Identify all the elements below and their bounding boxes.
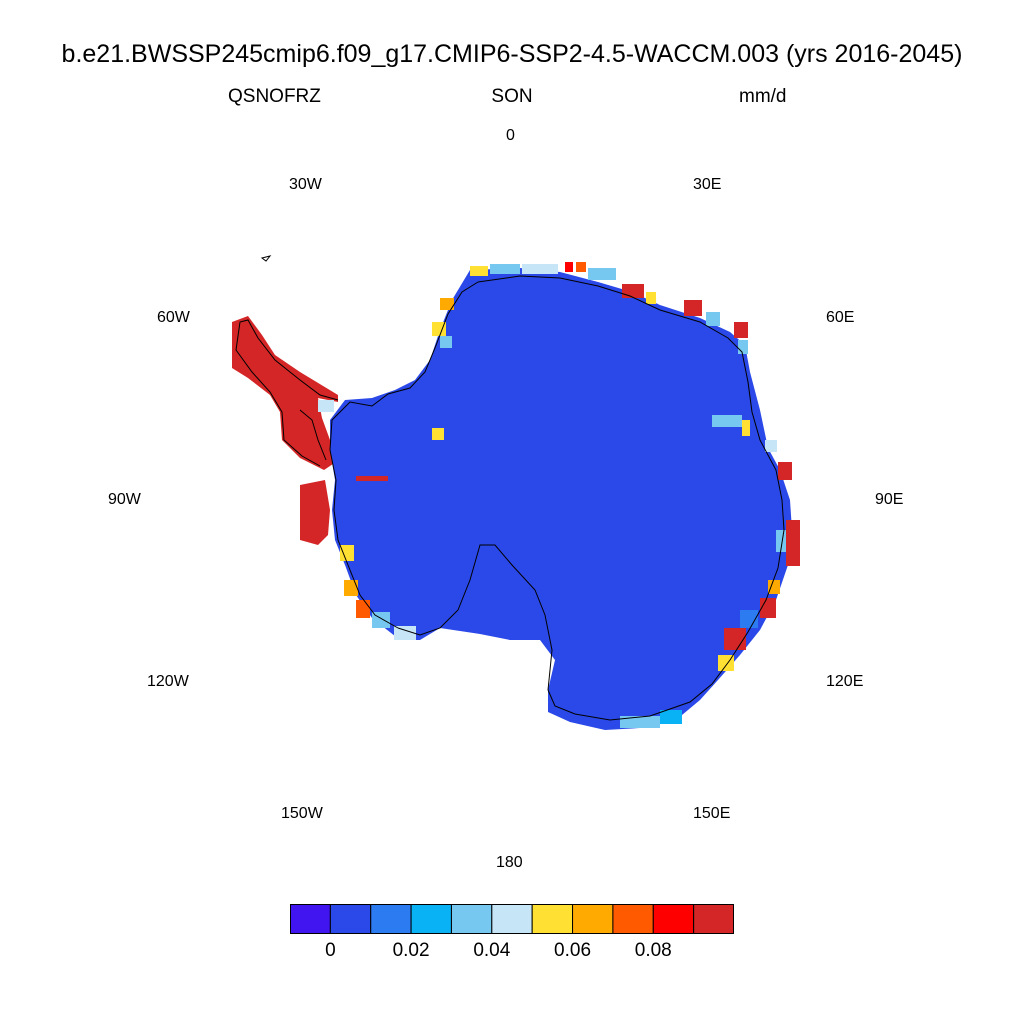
margin-cell [565,262,573,272]
antarctic-ice-sheet [330,268,792,730]
west-coastline [329,281,479,629]
lon-label-60e: 60E [826,309,855,326]
colorbar-tick-label: 0 [325,940,336,961]
colorbar-swatch [410,904,452,934]
margin-cell [742,420,750,436]
margin-cell [622,284,644,298]
margin-cell [318,400,334,412]
lon-label-60w: 60W [157,309,190,326]
margin-cell [712,415,742,427]
lon-label-90w: 90W [108,491,141,508]
margin-cell [768,580,780,594]
margin-cell [394,626,416,640]
variable-label: QSNOFRZ [228,86,321,107]
lon-label-120e: 120E [826,673,864,690]
small-island [260,255,272,262]
margin-cell [356,476,388,481]
margin-cell [734,322,748,338]
peninsula-coastline [235,319,339,467]
peninsula-shape [232,316,338,470]
margin-cell [765,440,777,452]
colorbar-swatch [491,904,533,934]
colorbar-tick-label: 0.04 [473,940,511,961]
margin-cell [432,322,446,336]
colorbar [290,904,734,934]
margin-cell [522,264,558,274]
west-coast-red-patch [300,480,330,545]
margin-cell [740,610,758,628]
lon-label-30w: 30W [289,176,322,193]
margin-cell [706,312,720,326]
lon-label-30e: 30E [693,176,722,193]
main-coastline [477,275,785,721]
margin-cell [684,300,702,316]
margin-cell [440,336,452,348]
colorbar-swatch [531,904,574,934]
margin-cell [490,264,520,274]
colorbar-swatch [572,904,614,934]
margin-cell [588,268,616,280]
margin-cell [760,598,776,618]
margin-cell [778,462,792,480]
colorbar-swatch [329,904,372,934]
margin-cell [718,655,734,671]
season-label: SON [491,86,533,107]
margin-cell [356,600,370,618]
ross-ice-shelf-edge [397,544,553,691]
margin-cell [440,298,454,310]
peninsula-inner-coast [299,409,327,461]
margin-cell [786,520,800,566]
lon-label-150w: 150W [281,805,323,822]
margin-cell [646,292,656,304]
margin-cell [724,628,746,650]
lon-label-0: 0 [506,127,515,144]
colorbar-swatch [652,904,695,934]
margin-cell [432,428,444,440]
margin-cell [738,340,748,354]
margin-cell [344,580,358,596]
margin-cell [776,530,786,552]
colorbar-tick-label: 0.06 [554,940,592,961]
colorbar-swatch [450,904,493,934]
colorbar-swatch [370,904,412,934]
lon-label-120w: 120W [147,673,189,690]
margin-cell [660,710,682,724]
margin-cell [620,716,660,728]
units-label: mm/d [739,86,787,107]
colorbar-outline [290,904,734,934]
coastlines [235,255,785,721]
lon-label-150e: 150E [693,805,731,822]
peninsula-region [232,316,338,545]
colorbar-swatch [612,904,654,934]
plot-title: b.e21.BWSSP245cmip6.f09_g17.CMIP6-SSP2-4… [61,40,963,68]
colorbar-tick-label: 0.02 [392,940,430,961]
coastal-margin [318,262,800,728]
lon-label-90e: 90E [875,491,904,508]
colorbar-swatch [693,904,734,934]
lon-label-180: 180 [496,854,523,871]
margin-cell [470,266,488,276]
colorbar-swatch [290,904,331,934]
margin-cell [340,545,354,561]
colorbar-tick-label: 0.08 [634,940,672,961]
margin-cell [576,262,586,272]
